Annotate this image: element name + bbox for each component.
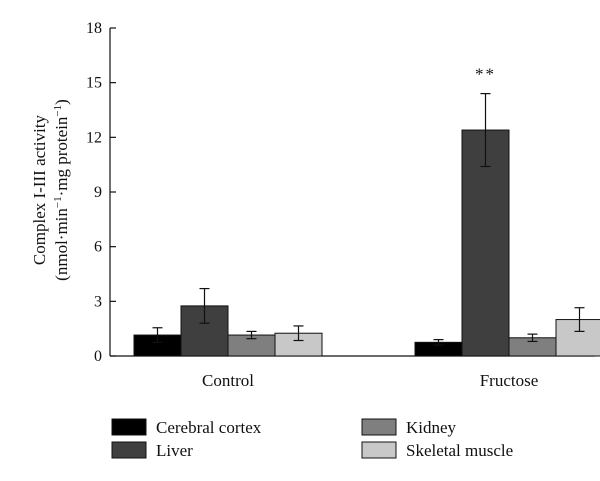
legend-label: Skeletal muscle	[406, 441, 513, 460]
legend: Cerebral cortex Liver Kidney Skeletal muscl…	[111, 418, 513, 460]
y-axis-label-part: (nmol·min	[52, 208, 71, 281]
legend-label: Cerebral cortex	[156, 418, 262, 437]
bar	[461, 129, 510, 357]
y-tick-label: 0	[94, 348, 102, 365]
y-axis-label-superscript: −1	[52, 105, 64, 117]
y-axis-label: Complex I-III activity (nmol·min−1·mg pr…	[30, 99, 71, 281]
y-axis-label-line2: (nmol·min−1·mg protein−1)	[52, 99, 71, 281]
y-axis-label-line1: Complex I-III activity	[30, 114, 49, 265]
y-tick-label: 15	[86, 75, 102, 92]
y-tick-label: 6	[94, 239, 102, 256]
x-category-label: Fructose	[480, 371, 539, 390]
y-axis-label-superscript: −1	[52, 196, 64, 208]
legend-swatch	[111, 418, 147, 436]
bar	[555, 319, 600, 357]
legend-swatch	[361, 441, 397, 459]
x-category-label: Control	[202, 371, 254, 390]
y-tick-label: 18	[86, 20, 102, 37]
y-axis-label-part: )	[52, 99, 71, 105]
y-axis-label-part: ·mg protein	[52, 116, 71, 196]
axes: 0 3 6 9 12 15 18	[86, 20, 595, 365]
legend-swatch	[111, 441, 147, 459]
y-tick-label: 9	[94, 184, 102, 201]
legend-label: Kidney	[406, 418, 457, 437]
significance-annotation: **	[475, 65, 496, 84]
y-tick-label: 3	[94, 293, 102, 310]
bars: Control Fructose **	[133, 65, 600, 390]
y-tick-label: 12	[86, 129, 102, 146]
legend-label: Liver	[156, 441, 193, 460]
legend-swatch	[361, 418, 397, 436]
